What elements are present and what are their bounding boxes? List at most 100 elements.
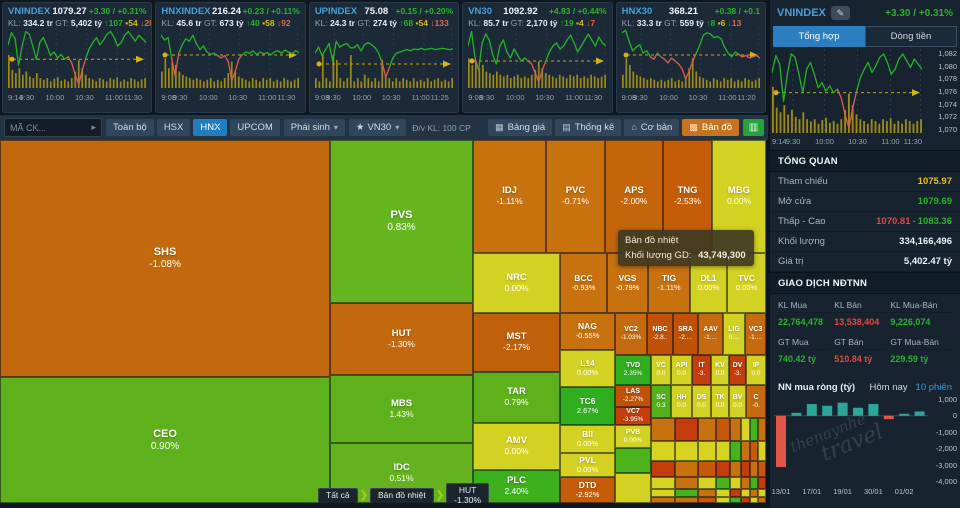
treemap-cell-VC[interactable]: VC 0.0 xyxy=(651,355,671,385)
treemap-cell-PVC[interactable]: PVC -0.71% xyxy=(546,140,605,253)
treemap-cell-small[interactable] xyxy=(730,461,741,477)
treemap-cell-TVD[interactable]: TVD 2.35% xyxy=(615,355,651,385)
index-card-VN30[interactable]: VN30 1092.92 +4.83 / +0.44% KL: 85.7 tr GT:… xyxy=(462,2,613,113)
treemap-cell-BV[interactable]: BV 0.0 xyxy=(729,385,746,418)
treemap-cell-small[interactable] xyxy=(741,418,750,441)
treemap-cell-KV[interactable]: KV 0.0 xyxy=(711,355,729,385)
treemap-cell-VC3[interactable]: VC3 -1.... xyxy=(745,313,766,355)
edit-button[interactable]: ✎ xyxy=(830,6,850,20)
view-cơ-bản[interactable]: ⌂ Cơ bản xyxy=(624,119,680,136)
treemap-cell-NAG[interactable]: NAG -0.55% xyxy=(560,313,615,350)
treemap-cell-SHS[interactable]: SHS -1.08% xyxy=(0,140,330,377)
range-10-sessions-button[interactable]: 10 phiên xyxy=(915,382,952,393)
treemap-cell-PVS[interactable]: PVS 0.83% xyxy=(330,140,473,303)
treemap-cell-small[interactable] xyxy=(651,489,675,497)
view-thống-kê[interactable]: ▤ Thống kê xyxy=(555,119,622,136)
treemap-cell-small[interactable] xyxy=(675,461,698,477)
breadcrumb-item-current[interactable]: HUT -1.30% xyxy=(446,483,490,503)
treemap-cell[interactable] xyxy=(615,448,651,473)
filter-hsx[interactable]: HSX xyxy=(156,119,191,136)
treemap-cell-small[interactable] xyxy=(750,497,758,503)
filter-toàn-bộ[interactable]: Toàn bộ xyxy=(106,119,154,136)
index-card-VNINDEX[interactable]: VNINDEX 1079.27 +3.30 / +0.31% KL: 334.2 tr… xyxy=(2,2,153,113)
treemap-cell-small[interactable] xyxy=(716,461,730,477)
treemap-cell-small[interactable] xyxy=(750,441,758,461)
treemap-cell-CEO[interactable]: CEO 0.90% xyxy=(0,377,330,503)
view-bảng-giá[interactable]: ▦ Bảng giá xyxy=(488,119,553,136)
treemap-cell-small[interactable] xyxy=(758,461,766,477)
treemap-cell-small[interactable] xyxy=(741,477,750,489)
treemap-cell-small[interactable] xyxy=(651,418,675,441)
treemap-cell-C[interactable]: C -0. xyxy=(746,385,766,418)
treemap-cell-small[interactable] xyxy=(741,441,750,461)
treemap-cell-BII[interactable]: BII 0.00% xyxy=(560,425,615,453)
treemap-cell-DV[interactable]: DV -3. xyxy=(729,355,746,385)
filter-hnx[interactable]: HNX xyxy=(193,119,228,136)
treemap-cell-HH[interactable]: HH 0.0 xyxy=(671,385,692,418)
treemap-cell-small[interactable] xyxy=(750,489,758,497)
treemap-cell-small[interactable] xyxy=(698,461,716,477)
treemap-cell-small[interactable] xyxy=(651,461,675,477)
treemap-cell-small[interactable] xyxy=(716,441,730,461)
treemap-cell-AAV[interactable]: AAV -1.... xyxy=(698,313,723,355)
derivatives-dropdown[interactable]: Phái sinh ▾ xyxy=(283,119,345,136)
treemap-cell-small[interactable] xyxy=(750,477,758,489)
treemap-cell-PVB[interactable]: PVB 0.00% xyxy=(615,425,651,448)
treemap-cell-small[interactable] xyxy=(675,477,698,489)
treemap-cell-small[interactable] xyxy=(675,497,698,503)
tab-dòng-tiền[interactable]: Dòng tiền xyxy=(865,26,957,47)
index-card-HNX30[interactable]: HNX30 368.21 +0.38 / +0.1 KL: 33.3 tr GT: 5… xyxy=(615,2,767,113)
treemap-cell-small[interactable] xyxy=(716,477,730,489)
treemap-cell-small[interactable] xyxy=(675,489,698,497)
treemap-cell-small[interactable] xyxy=(698,489,716,497)
search-input[interactable]: MÃ CK... ▸ xyxy=(4,118,102,137)
treemap-cell-LAS[interactable]: LAS -2.27% xyxy=(615,385,651,407)
treemap-cell-small[interactable] xyxy=(758,477,766,489)
treemap-cell-small[interactable] xyxy=(716,489,730,497)
treemap-cell-small[interactable] xyxy=(675,418,698,441)
treemap-cell-small[interactable] xyxy=(675,441,698,461)
breadcrumb-item[interactable]: Bản đồ nhiệt xyxy=(370,487,434,503)
treemap-cell-small[interactable] xyxy=(730,418,741,441)
treemap-cell-L14[interactable]: L14 0.00% xyxy=(560,350,615,387)
treemap-cell-NBC[interactable]: NBC -2.8.. xyxy=(647,313,673,355)
treemap-cell-small[interactable] xyxy=(758,441,766,461)
treemap-cell-IDJ[interactable]: IDJ -1.11% xyxy=(473,140,546,253)
treemap-cell-small[interactable] xyxy=(741,461,750,477)
treemap-cell-small[interactable] xyxy=(716,497,730,503)
index-card-HNXINDEX[interactable]: HNXINDEX 216.24 +0.23 / +0.11% KL: 45.6 tr … xyxy=(155,2,306,113)
treemap-cell-small[interactable] xyxy=(716,418,730,441)
treemap-cell-MBS[interactable]: MBS 1.43% xyxy=(330,375,473,443)
treemap-cell-small[interactable] xyxy=(651,497,675,503)
filter-upcom[interactable]: UPCOM xyxy=(230,119,280,136)
treemap-cell-LIG[interactable]: LIG 0.... xyxy=(723,313,745,355)
range-today-button[interactable]: Hôm nay xyxy=(869,382,908,393)
treemap-cell-small[interactable] xyxy=(741,489,750,497)
treemap-cell-MST[interactable]: MST -2.17% xyxy=(473,313,560,372)
treemap-cell-small[interactable] xyxy=(698,418,716,441)
treemap-cell-small[interactable] xyxy=(758,418,766,441)
treemap-cell-small[interactable] xyxy=(750,418,758,441)
treemap-cell-HUT[interactable]: HUT -1.30% xyxy=(330,303,473,375)
tab-tổng-hợp[interactable]: Tổng hợp xyxy=(773,26,865,47)
treemap-cell-IP[interactable]: IP 0.0 xyxy=(746,355,766,385)
breadcrumb-item[interactable]: Tất cả xyxy=(318,487,358,503)
treemap-cell-small[interactable] xyxy=(730,497,741,503)
index-card-UPINDEX[interactable]: UPINDEX 75.08 +0.15 / +0.20% KL: 24.3 tr GT… xyxy=(308,2,460,113)
treemap-cell-SC[interactable]: SC 0.3 xyxy=(651,385,671,418)
treemap-cell-BCC[interactable]: BCC -0.93% xyxy=(560,253,607,313)
treemap-cell-DS[interactable]: DS 0.0 xyxy=(692,385,711,418)
treemap-cell-small[interactable] xyxy=(741,497,750,503)
treemap-cell-PVL[interactable]: PVL 0.00% xyxy=(560,453,615,477)
treemap-cell-small[interactable] xyxy=(750,461,758,477)
treemap-cell-small[interactable] xyxy=(730,441,741,461)
treemap-cell-SRA[interactable]: SRA -2.... xyxy=(673,313,698,355)
chart-view-button[interactable]: ▥ xyxy=(743,119,764,136)
treemap-cell-small[interactable] xyxy=(758,489,766,497)
treemap-cell-TAR[interactable]: TAR 0.79% xyxy=(473,372,560,423)
view-bản-đồ[interactable]: ▩ Bản đồ xyxy=(682,119,739,136)
treemap-cell-DTD[interactable]: DTD -2.92% xyxy=(560,477,615,503)
treemap-cell-TC6[interactable]: TC6 2.67% xyxy=(560,387,615,425)
treemap-cell-API[interactable]: API 0.0 xyxy=(671,355,692,385)
treemap-cell-VC7[interactable]: VC7 -3.95% xyxy=(615,407,651,425)
